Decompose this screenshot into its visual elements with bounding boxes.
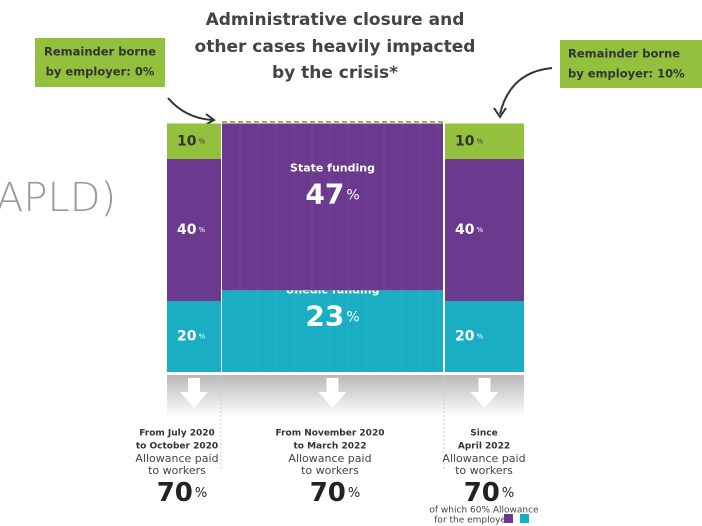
unit: % [502,486,514,501]
arrow [499,67,553,115]
down-arrow [470,378,499,408]
caption: to workers [455,464,513,477]
segment [445,123,524,159]
callout-text: by employer: 10% [568,67,685,81]
legend-swatch [520,514,529,523]
note: of which 60% Allowance [429,506,539,516]
caption: Allowance paid [135,452,218,465]
unit: % [348,486,360,501]
period: to October 2020 [136,442,218,452]
callout-text: by employer: 0% [46,65,155,79]
number: 10 [455,133,475,149]
down-arrow [180,378,208,408]
callout-box [35,38,165,87]
segment [167,159,221,301]
unit: % [198,226,205,234]
segment-value: 20% [455,329,483,345]
period: Since [470,429,497,439]
number: 10 [177,133,197,149]
number: 23 [305,299,344,332]
segment [167,123,221,159]
legend-swatch [504,514,513,523]
caption: to workers [148,464,206,477]
segment [222,290,443,372]
callout-box [560,40,702,88]
caption: Allowance paid [288,452,371,465]
total: 70% [157,478,208,508]
caption: Allowance paid [442,452,525,465]
arrow [167,97,213,121]
title: other cases heavily impacted [195,37,476,57]
unit: % [198,137,205,145]
segment-value: 23% [305,299,359,332]
period: to March 2022 [293,442,366,452]
number: 47 [305,178,344,211]
number: 20 [177,329,197,345]
number: 70 [464,478,500,508]
unit: % [476,226,483,234]
title: Administrative closure and [206,10,465,30]
unit: % [476,137,483,145]
unit: % [198,333,205,341]
unit: % [195,486,207,501]
number: 40 [455,222,475,238]
number: 70 [157,478,193,508]
note: for the employer [434,516,510,526]
down-arrow [318,378,347,408]
callout-text: Remainder borne [568,47,680,61]
unit: % [476,333,483,341]
band [167,375,524,417]
callout-text: Remainder borne [44,45,156,59]
number: 40 [177,222,197,238]
segment-value: 40% [177,222,205,238]
segment-value: 20% [177,329,205,345]
caption: to workers [301,464,359,477]
segment [167,301,221,372]
segment [445,159,524,301]
unit: % [346,309,359,325]
period: From July 2020 [139,429,215,439]
segment-value: 10% [455,133,483,149]
segment-value: 40% [455,222,483,238]
segment [445,301,524,372]
segment [222,123,443,291]
total: 70% [310,478,361,508]
number: 70 [310,478,346,508]
arrow [493,107,507,119]
title: by the crisis* [272,63,398,83]
segment-value: 47% [305,178,359,211]
period: April 2022 [458,442,510,452]
number: 20 [455,329,475,345]
segment-value: 10% [177,133,205,149]
segment-label: State funding [290,162,375,175]
total: 70% [464,478,515,508]
arrow [204,113,216,126]
unit: % [346,188,359,204]
background-text: APLD) [0,175,116,221]
period: From November 2020 [276,429,385,439]
